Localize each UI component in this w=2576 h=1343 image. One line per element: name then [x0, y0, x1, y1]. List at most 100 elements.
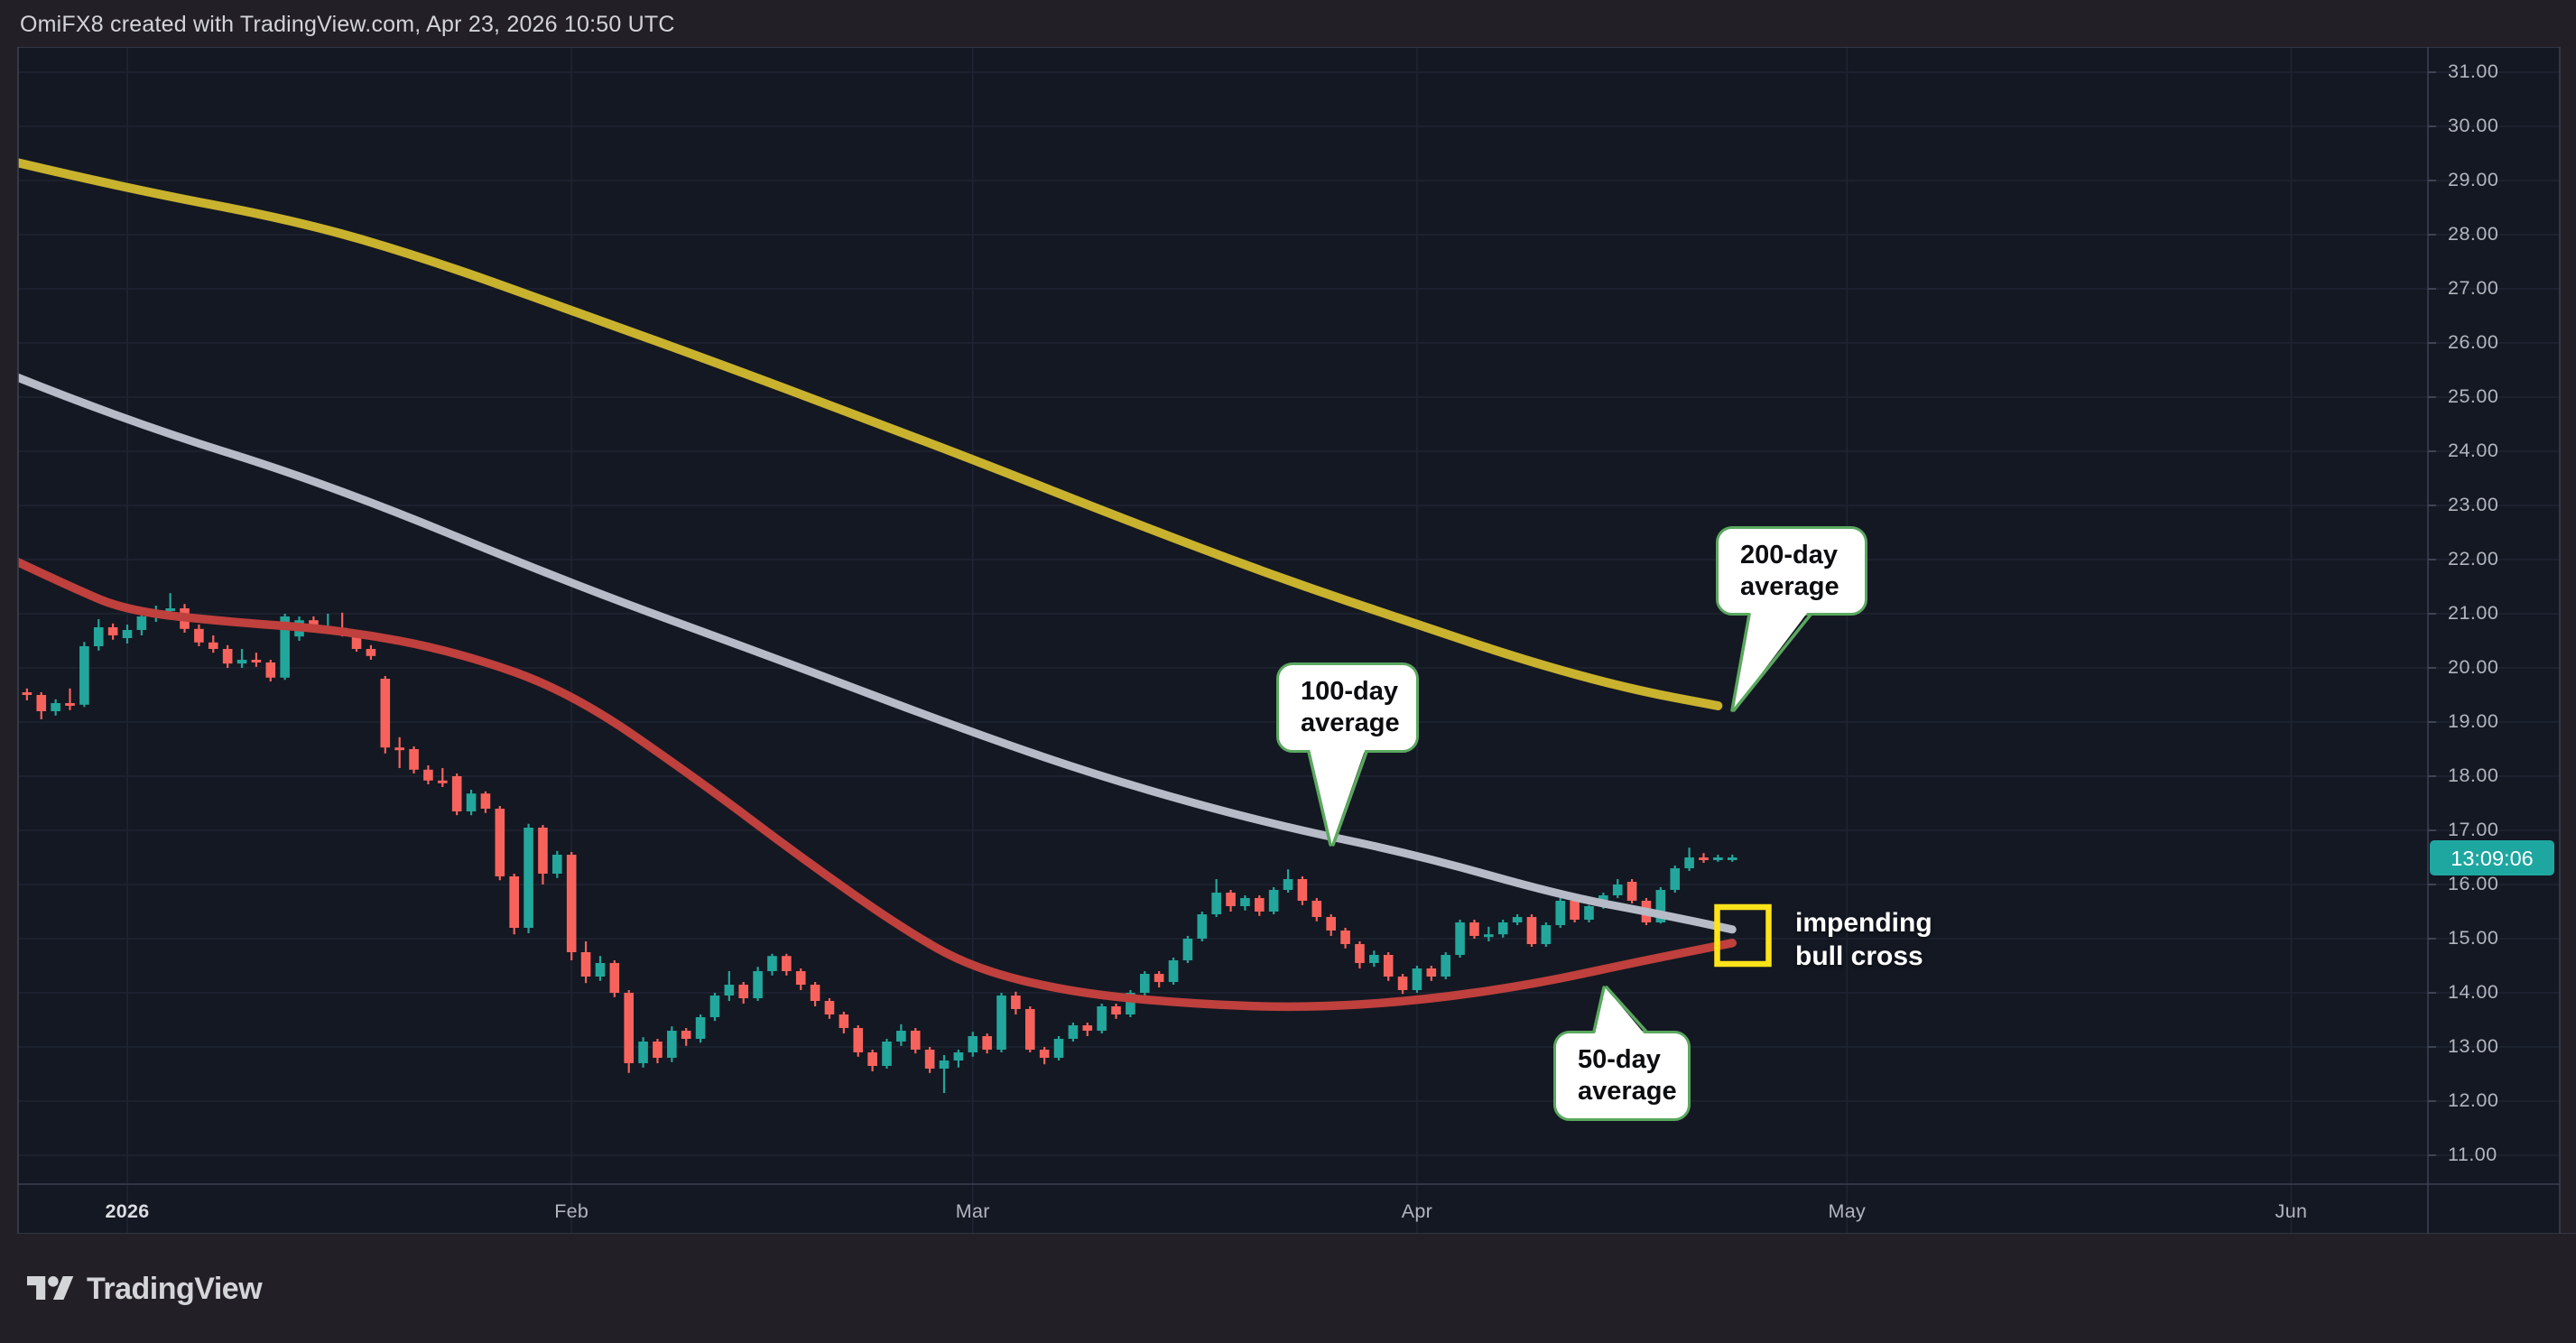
candle-body	[1584, 906, 1594, 920]
candle-body	[1484, 934, 1494, 938]
candle-body	[953, 1052, 964, 1061]
candle-body	[251, 660, 262, 662]
candle-body	[638, 1042, 648, 1063]
candle-body	[824, 1001, 835, 1014]
candle-body	[939, 1061, 950, 1069]
price-tick-label: 15.00	[2448, 927, 2499, 949]
candle-body	[1497, 922, 1508, 935]
time-axis-panel[interactable]	[18, 1184, 2428, 1234]
callout-50-line2: average	[1578, 1077, 1677, 1106]
candle-body	[409, 749, 419, 770]
tradingview-icon	[27, 1275, 74, 1300]
price-tick-label: 12.00	[2448, 1089, 2499, 1111]
price-tick-label: 17.00	[2448, 819, 2499, 840]
candle-body	[36, 695, 47, 711]
candle-body	[22, 692, 32, 695]
candle-body	[65, 703, 75, 706]
footer-bar	[0, 1234, 2576, 1343]
candle-body	[1053, 1039, 1064, 1058]
candle-body	[1024, 1009, 1035, 1050]
callout-100-day-average: 100-day average	[1276, 662, 1419, 753]
candle-body	[1111, 1006, 1121, 1014]
callout-50-day-average: 50-day average	[1553, 1031, 1691, 1121]
candle-body	[1655, 890, 1666, 922]
candle-body	[1039, 1050, 1050, 1058]
candle-body	[79, 646, 89, 705]
ma-line-100-day	[18, 373, 1737, 934]
candle-body	[1226, 893, 1236, 906]
candle-body	[1355, 944, 1365, 963]
candle-body	[51, 703, 60, 711]
candle-body	[466, 793, 477, 811]
price-tick-label: 31.00	[2448, 60, 2499, 82]
candle-body	[1154, 974, 1164, 982]
candle-body	[566, 855, 577, 952]
price-tick-label: 25.00	[2448, 385, 2499, 407]
price-tick-label: 13.00	[2448, 1035, 2499, 1057]
price-tick-label: 23.00	[2448, 494, 2499, 515]
candle-body	[538, 828, 548, 874]
time-tick-label: Jun	[2275, 1200, 2308, 1222]
candle-body	[265, 662, 276, 678]
price-tick-label: 30.00	[2448, 115, 2499, 136]
candle-body	[451, 776, 462, 811]
candle-body	[982, 1036, 992, 1050]
price-tick-label: 21.00	[2448, 602, 2499, 624]
callout-100-line2: average	[1301, 709, 1400, 737]
candle-body	[1182, 939, 1193, 960]
callout-200-day-average: 200-day average	[1716, 526, 1867, 616]
time-tick-label: 2026	[105, 1200, 150, 1222]
chart-pan-area[interactable]	[18, 47, 2428, 1184]
price-tick-label: 26.00	[2448, 331, 2499, 353]
price-tick-label: 19.00	[2448, 710, 2499, 732]
candle-body	[839, 1014, 849, 1028]
candle-body	[1441, 955, 1450, 977]
candle-body	[1670, 868, 1681, 890]
candle-body	[1297, 879, 1308, 901]
candle-body	[753, 971, 763, 998]
candle-body	[380, 679, 391, 748]
candle-body	[524, 828, 533, 928]
candle-body	[480, 793, 491, 809]
candle-body	[1283, 879, 1293, 890]
candle-body	[1570, 901, 1580, 920]
price-tick-label: 28.00	[2448, 223, 2499, 245]
callout-200-line1: 200-day	[1740, 541, 1839, 570]
candle-body	[681, 1031, 691, 1039]
candle-body	[366, 649, 376, 656]
candle-body	[709, 996, 720, 1017]
candle-body	[624, 993, 635, 1063]
title-bar: OmiFX8 created with TradingView.com, Apr…	[0, 0, 2576, 47]
candle-body	[1727, 857, 1737, 860]
candle-body	[1311, 901, 1322, 917]
cross-line2: bull cross	[1795, 941, 1923, 971]
candle-body	[1612, 885, 1623, 895]
candle-body	[351, 633, 362, 649]
candle-body	[810, 985, 820, 1001]
chart-background	[18, 47, 2560, 1234]
price-tick-label: 22.00	[2448, 548, 2499, 570]
cross-line1: impending	[1795, 908, 1932, 938]
candle-body	[1126, 993, 1135, 1014]
candle-body	[1097, 1006, 1107, 1031]
candle-body	[552, 855, 562, 874]
candle-body	[910, 1031, 921, 1050]
candle-body	[1684, 857, 1694, 868]
candle-body	[509, 876, 519, 928]
candle-body	[1713, 857, 1723, 860]
candle-body	[107, 627, 118, 635]
candle-body	[853, 1028, 864, 1052]
candle-body	[896, 1031, 906, 1042]
candle-body	[93, 627, 104, 646]
candle-body	[924, 1050, 935, 1069]
price-tick-label: 27.00	[2448, 277, 2499, 299]
candle-body	[1626, 882, 1637, 901]
candle-body	[1340, 931, 1350, 944]
candle-body	[1211, 893, 1221, 914]
bar-countdown-badge: 13:09:06	[2430, 840, 2554, 875]
tradingview-logo-link[interactable]: TradingView	[27, 1269, 263, 1309]
candle-body	[1541, 925, 1552, 944]
callout-50-line1: 50-day	[1578, 1045, 1661, 1074]
